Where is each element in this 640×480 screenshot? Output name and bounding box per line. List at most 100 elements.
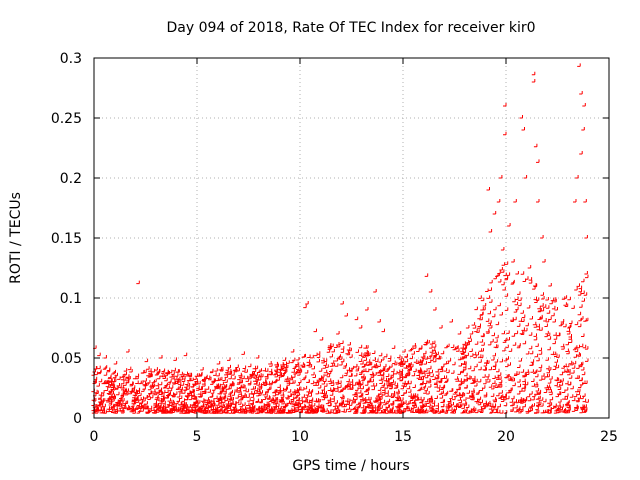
data-point	[383, 406, 387, 410]
data-point	[145, 382, 149, 386]
data-point	[538, 368, 542, 372]
data-point	[165, 404, 169, 408]
data-point	[291, 369, 295, 373]
data-point	[355, 349, 359, 353]
data-point	[429, 399, 434, 403]
data-point	[340, 358, 345, 363]
data-point	[361, 373, 365, 378]
data-point	[187, 390, 191, 394]
data-point	[577, 292, 582, 296]
data-point	[469, 331, 474, 335]
data-point	[206, 399, 210, 403]
data-point	[428, 365, 432, 370]
data-point	[341, 408, 345, 413]
data-point	[281, 365, 285, 369]
data-point	[153, 391, 158, 396]
data-point	[377, 400, 381, 404]
data-point	[168, 369, 173, 374]
data-point	[584, 271, 588, 275]
data-point	[240, 384, 245, 388]
data-point	[253, 375, 257, 379]
data-point	[296, 366, 300, 371]
data-point	[408, 407, 412, 411]
data-point	[397, 375, 401, 380]
data-point	[258, 399, 263, 403]
data-point	[482, 303, 487, 307]
data-point	[358, 352, 363, 356]
data-point	[531, 378, 535, 382]
data-point	[325, 364, 329, 368]
data-point	[461, 380, 465, 384]
data-point	[584, 346, 589, 350]
data-point	[449, 319, 453, 323]
data-point	[496, 199, 501, 203]
data-point	[301, 403, 306, 408]
data-point	[343, 363, 347, 367]
data-point	[326, 373, 331, 378]
data-point	[302, 353, 306, 358]
data-point	[522, 378, 526, 383]
data-point	[566, 404, 570, 408]
data-point	[474, 306, 478, 311]
data-point	[577, 395, 581, 399]
data-point	[443, 361, 448, 365]
data-point	[314, 379, 318, 384]
data-point	[106, 399, 110, 403]
data-point	[324, 372, 329, 376]
data-point	[257, 390, 261, 394]
data-point	[406, 372, 410, 377]
data-point	[582, 103, 586, 107]
data-point	[94, 371, 98, 376]
data-point	[432, 350, 436, 354]
data-point	[170, 406, 174, 410]
data-point	[348, 402, 353, 406]
data-point	[571, 397, 576, 402]
data-point	[575, 388, 579, 393]
data-point	[497, 279, 502, 283]
data-point	[427, 355, 432, 359]
data-point	[444, 344, 448, 349]
data-point	[101, 380, 106, 385]
data-point	[387, 358, 392, 362]
data-point	[167, 410, 171, 414]
data-point	[575, 175, 579, 179]
data-point	[268, 361, 272, 365]
data-point	[262, 391, 267, 396]
data-point	[327, 378, 332, 382]
data-point	[98, 369, 102, 373]
data-point	[153, 408, 158, 412]
data-point	[339, 402, 343, 407]
data-point	[420, 399, 424, 403]
data-point	[138, 380, 142, 385]
data-point	[269, 380, 273, 385]
data-point	[385, 390, 389, 394]
data-point	[557, 391, 562, 396]
data-point	[329, 392, 334, 396]
data-point	[224, 374, 229, 378]
data-point	[478, 408, 483, 413]
data-point	[529, 316, 533, 320]
data-point	[566, 328, 570, 332]
data-point	[334, 400, 338, 404]
data-point	[476, 329, 480, 333]
data-point	[531, 79, 536, 83]
data-point	[536, 159, 540, 163]
data-point	[493, 409, 497, 414]
data-point	[323, 392, 327, 397]
data-point	[533, 324, 538, 328]
data-point	[448, 403, 452, 408]
data-point	[336, 343, 341, 348]
data-point	[502, 287, 506, 291]
data-point	[172, 379, 176, 384]
data-point	[165, 389, 169, 393]
data-point	[388, 375, 392, 380]
data-point	[354, 410, 359, 414]
data-point	[326, 349, 331, 353]
data-point	[112, 374, 117, 379]
data-point	[529, 403, 533, 408]
data-point	[467, 365, 472, 370]
data-point	[224, 379, 228, 383]
data-point	[107, 384, 111, 388]
data-point	[113, 374, 117, 379]
data-point	[363, 399, 368, 404]
